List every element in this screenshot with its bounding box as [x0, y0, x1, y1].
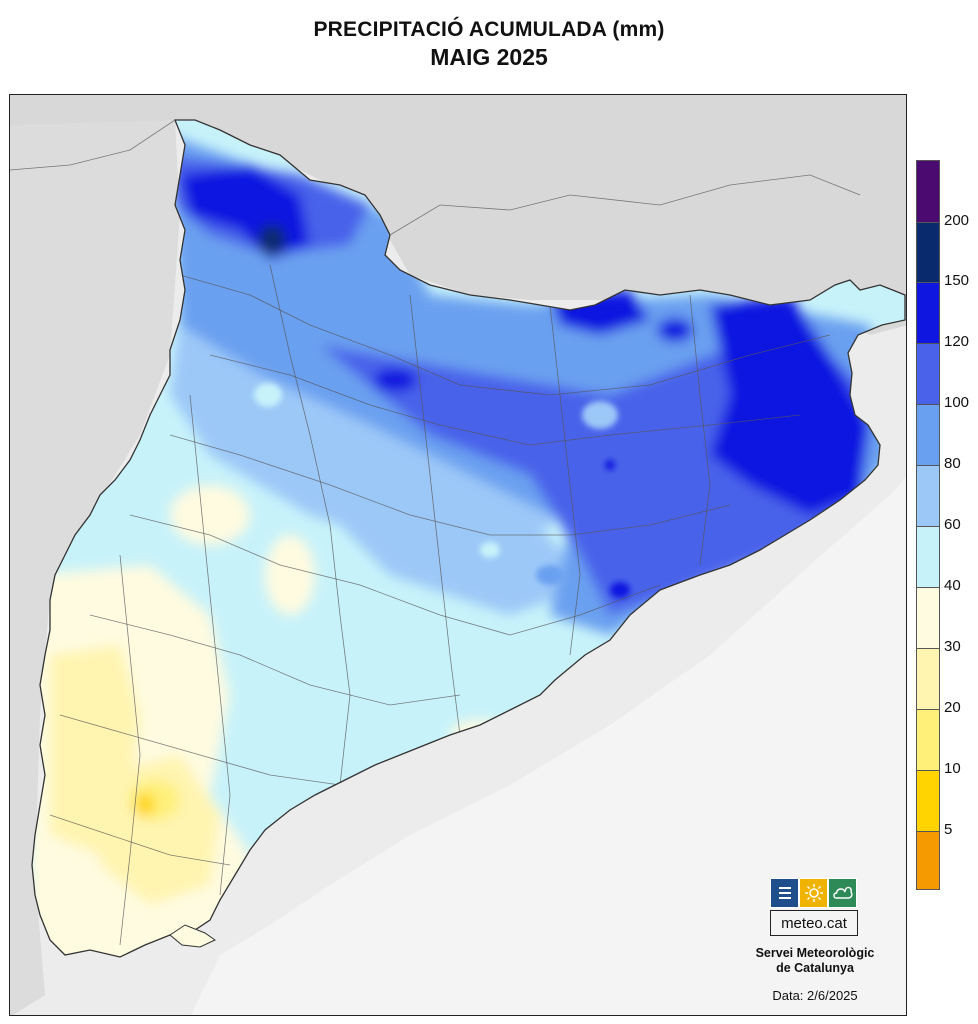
- cloud-icon: [828, 878, 857, 908]
- legend-swatch-20-30: [917, 648, 939, 709]
- legend-swatch-60-80: [917, 465, 939, 526]
- legend-swatch-150-200: [917, 222, 939, 282]
- legend-swatch-over-200: [917, 161, 939, 222]
- meteocat-logo[interactable]: meteo.cat: [770, 878, 858, 936]
- legend-label-5: 5: [944, 821, 953, 838]
- color-legend: 200 150 120 100 80 60 40 30 20 10 5: [916, 160, 976, 892]
- legend-swatch-120-150: [917, 282, 939, 343]
- title-line-1: PRECIPITACIÓ ACUMULADA (mm): [313, 18, 665, 41]
- lines-icon: [770, 878, 799, 908]
- legend-swatch-80-100: [917, 404, 939, 465]
- legend-label-150: 150: [944, 272, 970, 289]
- precipitation-map[interactable]: [10, 95, 907, 1016]
- legend-label-100: 100: [944, 394, 970, 411]
- organization-name: Servei Meteorològic de Catalunya: [720, 946, 910, 976]
- legend-label-40: 40: [944, 577, 961, 594]
- organization-line-1: Servei Meteorològic: [755, 946, 875, 960]
- legend-swatch-100-120: [917, 343, 939, 404]
- organization-line-2: de Catalunya: [776, 961, 854, 975]
- legend-label-20: 20: [944, 699, 961, 716]
- legend-label-10: 10: [944, 760, 961, 777]
- legend-label-120: 120: [944, 333, 970, 350]
- comarca-boundaries: [49, 264, 831, 946]
- logo-icons: [770, 878, 858, 908]
- legend-label-60: 60: [944, 516, 961, 533]
- legend-label-80: 80: [944, 455, 961, 472]
- catalonia-outline: [31, 119, 906, 958]
- legend-label-200: 200: [944, 212, 970, 229]
- title-line-2: MAIG 2025: [430, 44, 548, 70]
- legend-label-30: 30: [944, 638, 961, 655]
- map-frame[interactable]: [9, 94, 907, 1016]
- logo-wordmark: meteo.cat: [770, 910, 858, 936]
- legend-swatch-10-20: [917, 709, 939, 770]
- legend-swatch-30-40: [917, 587, 939, 648]
- neighbor-borders: [10, 119, 861, 236]
- map-title: PRECIPITACIÓ ACUMULADA (mm) MAIG 2025: [0, 18, 978, 71]
- legend-color-bar: [916, 160, 940, 890]
- date-label: Data: 2/6/2025: [772, 988, 858, 1003]
- sun-icon: [799, 878, 828, 908]
- legend-swatch-5-10: [917, 770, 939, 831]
- legend-swatch-40-60: [917, 526, 939, 587]
- ebro-delta: [169, 924, 216, 948]
- legend-swatch-0-5: [917, 831, 939, 889]
